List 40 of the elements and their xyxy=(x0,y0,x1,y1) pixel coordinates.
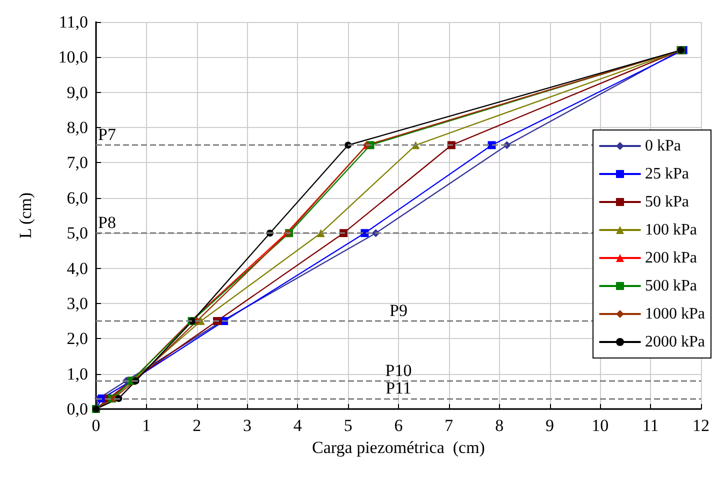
y-tick-label: 8,0 xyxy=(66,118,88,138)
ref-line-label: P9 xyxy=(390,301,408,320)
legend-label: 1000 kPa xyxy=(645,306,705,322)
legend-label: 0 kPa xyxy=(645,138,681,154)
y-tick-label: 3,0 xyxy=(66,294,88,313)
y-tick-label: 4,0 xyxy=(66,258,88,278)
legend-label: 2000 kPa xyxy=(645,334,705,350)
y-tick-label: 7,0 xyxy=(66,153,88,172)
legend-label: 100 kPa xyxy=(645,222,697,238)
ref-line-label: P10 xyxy=(385,360,412,380)
legend-label: 50 kPa xyxy=(645,194,689,210)
x-axis-title: Carga piezométrica (cm) xyxy=(312,438,485,457)
legend-label: 200 kPa xyxy=(645,250,697,266)
x-tick-label: 5 xyxy=(344,416,352,435)
x-tick-label: 6 xyxy=(394,416,403,435)
ref-line-label: P8 xyxy=(98,213,116,232)
x-tick-label: 10 xyxy=(592,416,609,435)
x-tick-label: 2 xyxy=(192,416,202,435)
x-tick-label: 7 xyxy=(444,416,454,435)
y-tick-label: 10,0 xyxy=(58,48,88,67)
y-tick-label: 9,0 xyxy=(66,82,88,102)
ref-line-label: P7 xyxy=(98,125,116,144)
y-tick-label: 11,0 xyxy=(58,12,88,32)
x-tick-label: 1 xyxy=(142,416,151,435)
x-tick-label: 0 xyxy=(92,416,100,435)
y-tick-label: 1,0 xyxy=(66,364,88,384)
y-tick-label: 5,0 xyxy=(66,224,88,243)
y-tick-label: 6,0 xyxy=(66,188,88,208)
x-tick-label: 8 xyxy=(495,416,504,435)
legend-label: 500 kPa xyxy=(645,278,697,294)
legend-label: 25 kPa xyxy=(645,166,689,182)
ref-line-label: P11 xyxy=(386,378,412,398)
x-tick-label: 4 xyxy=(293,416,302,435)
y-axis-title: L (cm) xyxy=(16,192,35,239)
x-tick-label: 3 xyxy=(243,416,252,435)
y-tick-label: 0,0 xyxy=(66,400,88,418)
x-tick-label: 11 xyxy=(642,416,659,435)
y-tick-label: 2,0 xyxy=(66,329,88,348)
x-tick-label: 12 xyxy=(692,416,710,435)
x-tick-label: 9 xyxy=(546,416,554,435)
